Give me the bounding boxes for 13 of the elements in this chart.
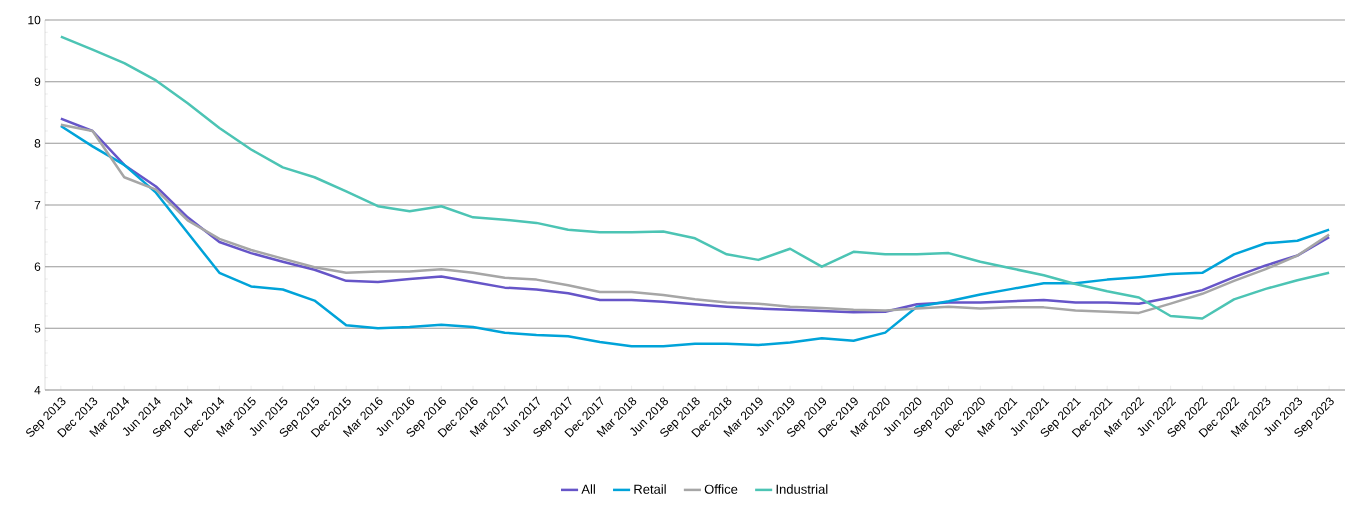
y-tick-label: 10: [28, 15, 41, 25]
legend-label: Industrial: [776, 484, 828, 494]
y-tick-label: 6: [34, 262, 41, 271]
y-tick-label: 9: [34, 77, 41, 86]
line-series: [59, 35, 1331, 320]
legend-label: All: [581, 484, 595, 494]
line-series: [59, 124, 1331, 348]
y-tick-label: 5: [34, 324, 41, 333]
legend-label: Retail: [634, 484, 666, 494]
y-tick-label: 7: [34, 200, 41, 210]
y-tick-label: 8: [34, 139, 41, 148]
y-tick-label: 4: [34, 385, 41, 395]
legend-label: Office: [704, 484, 738, 494]
